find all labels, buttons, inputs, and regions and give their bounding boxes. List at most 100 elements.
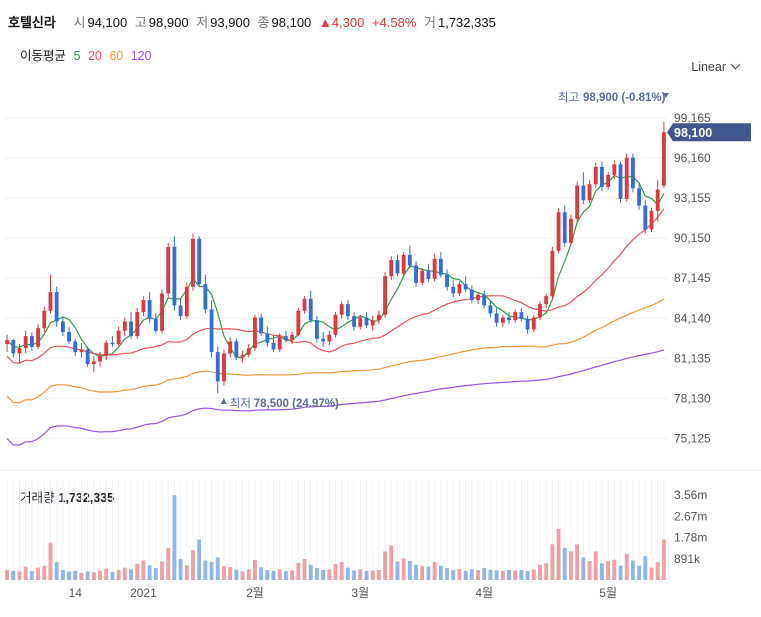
volume-bar — [11, 570, 16, 580]
candle-body — [569, 218, 573, 243]
candle-body — [110, 342, 115, 345]
candle-body — [172, 246, 177, 306]
volume-bar — [67, 571, 71, 580]
candle-body — [191, 238, 195, 287]
scale-selector[interactable]: Linear — [691, 59, 741, 74]
price-tick-label: 96,160 — [674, 151, 711, 165]
low-annotation-value: 78,500 (24.97%) — [254, 398, 339, 410]
candle-body — [649, 210, 654, 230]
volume-bar — [655, 562, 660, 580]
volume-bar — [414, 564, 418, 580]
volume-bar — [581, 557, 586, 580]
candle-body — [420, 270, 425, 283]
volume-bar — [191, 550, 195, 580]
candle-body — [54, 292, 59, 322]
volume-bar — [395, 561, 400, 580]
x-tick-label: 14 — [69, 586, 83, 600]
volume-bar — [630, 560, 635, 580]
candle-body — [253, 317, 257, 349]
close-label: 종 — [257, 15, 270, 30]
volume-bar — [240, 571, 245, 580]
volume-bar — [23, 566, 28, 580]
volume-bar — [445, 568, 449, 580]
volume-bar — [296, 562, 301, 580]
candle-body — [531, 317, 536, 330]
candle-body — [370, 320, 375, 326]
volume-bar — [215, 557, 220, 580]
volume-bar — [147, 565, 152, 580]
volume-bar — [401, 558, 406, 580]
volume-bar — [135, 563, 140, 580]
volume-bar — [451, 570, 456, 580]
ma-legend-60[interactable]: 60 — [109, 49, 124, 63]
ma-legend-5[interactable]: 5 — [73, 49, 81, 63]
candle-body — [296, 310, 301, 335]
candle-body — [655, 189, 660, 211]
volume-bar — [569, 551, 573, 580]
open-value: 94,100 — [87, 15, 128, 30]
x-tick-label: 5월 — [599, 586, 617, 600]
volume-bar — [104, 568, 109, 580]
candle-body — [358, 317, 363, 327]
volume-bar — [203, 560, 208, 580]
volume-bar — [327, 569, 332, 580]
volume-bar — [513, 570, 518, 580]
candle-body — [91, 361, 96, 365]
ma-legend-120[interactable]: 120 — [130, 49, 152, 63]
volume-bar — [575, 544, 580, 580]
candle-body — [178, 305, 183, 317]
candle-body — [482, 294, 487, 306]
candle-body — [116, 330, 121, 345]
volume-value: 1,732,335 — [437, 15, 496, 30]
volume-bar — [507, 570, 511, 580]
candle-body — [135, 312, 140, 337]
candle-body — [618, 164, 623, 199]
candle-body — [630, 157, 635, 189]
ma-legend-title: 이동평균 — [20, 49, 67, 63]
volume-bar — [531, 569, 536, 580]
volume-bar — [469, 569, 474, 580]
close-value: 98,100 — [271, 15, 312, 30]
volume-bar — [345, 567, 350, 580]
candle-body — [426, 270, 431, 279]
volume-bar — [550, 544, 555, 580]
volume-bar — [308, 564, 313, 580]
volume-bar — [209, 561, 214, 580]
volume-bar — [184, 565, 189, 580]
candle-body — [42, 310, 47, 329]
candle-body — [469, 289, 474, 301]
candle-body — [488, 305, 493, 314]
volume-bar — [420, 565, 425, 580]
candle-body — [203, 284, 208, 310]
candle-body — [23, 336, 28, 349]
candle-body — [432, 258, 437, 279]
candle-body — [29, 336, 34, 347]
volume-bar — [321, 570, 326, 580]
candle-body — [67, 332, 71, 342]
volume-bar — [407, 560, 412, 580]
volume-bar — [265, 570, 270, 580]
x-tick-label: 2021 — [130, 586, 157, 600]
change-percent: +4.58% — [371, 15, 417, 30]
volume-bar — [618, 565, 623, 580]
volume-bar — [649, 567, 654, 580]
candle-body — [364, 317, 369, 326]
ma-legend-20[interactable]: 20 — [87, 49, 102, 63]
volume-bar — [141, 560, 146, 580]
volume-bar — [42, 565, 47, 580]
candle-body — [197, 238, 202, 285]
price-tick-label: 81,135 — [674, 351, 711, 365]
open-label: 시 — [73, 15, 86, 30]
volume-bar — [284, 571, 288, 580]
candle-body — [389, 260, 394, 277]
candle-body — [519, 312, 524, 319]
candle-body — [104, 342, 109, 357]
high-value: 98,900 — [148, 15, 189, 30]
volume-bar — [383, 551, 387, 580]
candle-body — [234, 341, 239, 358]
volume-bar — [5, 570, 10, 580]
price-tick-label: 99,165 — [674, 111, 711, 125]
price-tick-label: 90,150 — [674, 231, 711, 245]
candle-body — [215, 352, 220, 382]
